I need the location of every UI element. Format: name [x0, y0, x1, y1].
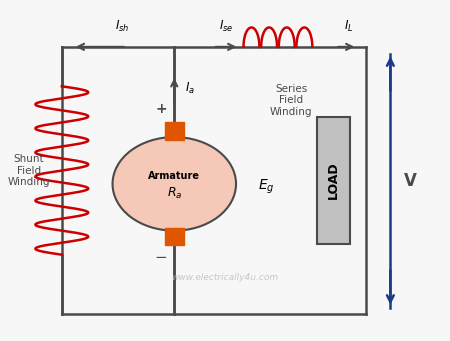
- Text: $E_g$: $E_g$: [258, 178, 274, 196]
- Circle shape: [112, 137, 236, 231]
- Text: $I_{se}$: $I_{se}$: [219, 19, 234, 34]
- Text: $I_L$: $I_L$: [344, 19, 353, 34]
- Bar: [165, 122, 184, 140]
- Text: $R_a$: $R_a$: [166, 186, 182, 202]
- Text: $I_{sh}$: $I_{sh}$: [115, 19, 130, 34]
- Text: V: V: [404, 172, 417, 190]
- Text: www.electrically4u.com: www.electrically4u.com: [171, 273, 279, 282]
- Text: +: +: [155, 102, 167, 116]
- Text: −: −: [155, 250, 167, 265]
- Bar: [316, 117, 350, 244]
- Text: Shunt
Field
Winding: Shunt Field Winding: [8, 154, 50, 187]
- Text: Armature: Armature: [148, 170, 200, 180]
- Text: LOAD: LOAD: [327, 162, 340, 199]
- Text: $I_a$: $I_a$: [185, 81, 195, 96]
- Bar: [165, 228, 184, 246]
- Text: Series
Field
Winding: Series Field Winding: [270, 84, 312, 117]
